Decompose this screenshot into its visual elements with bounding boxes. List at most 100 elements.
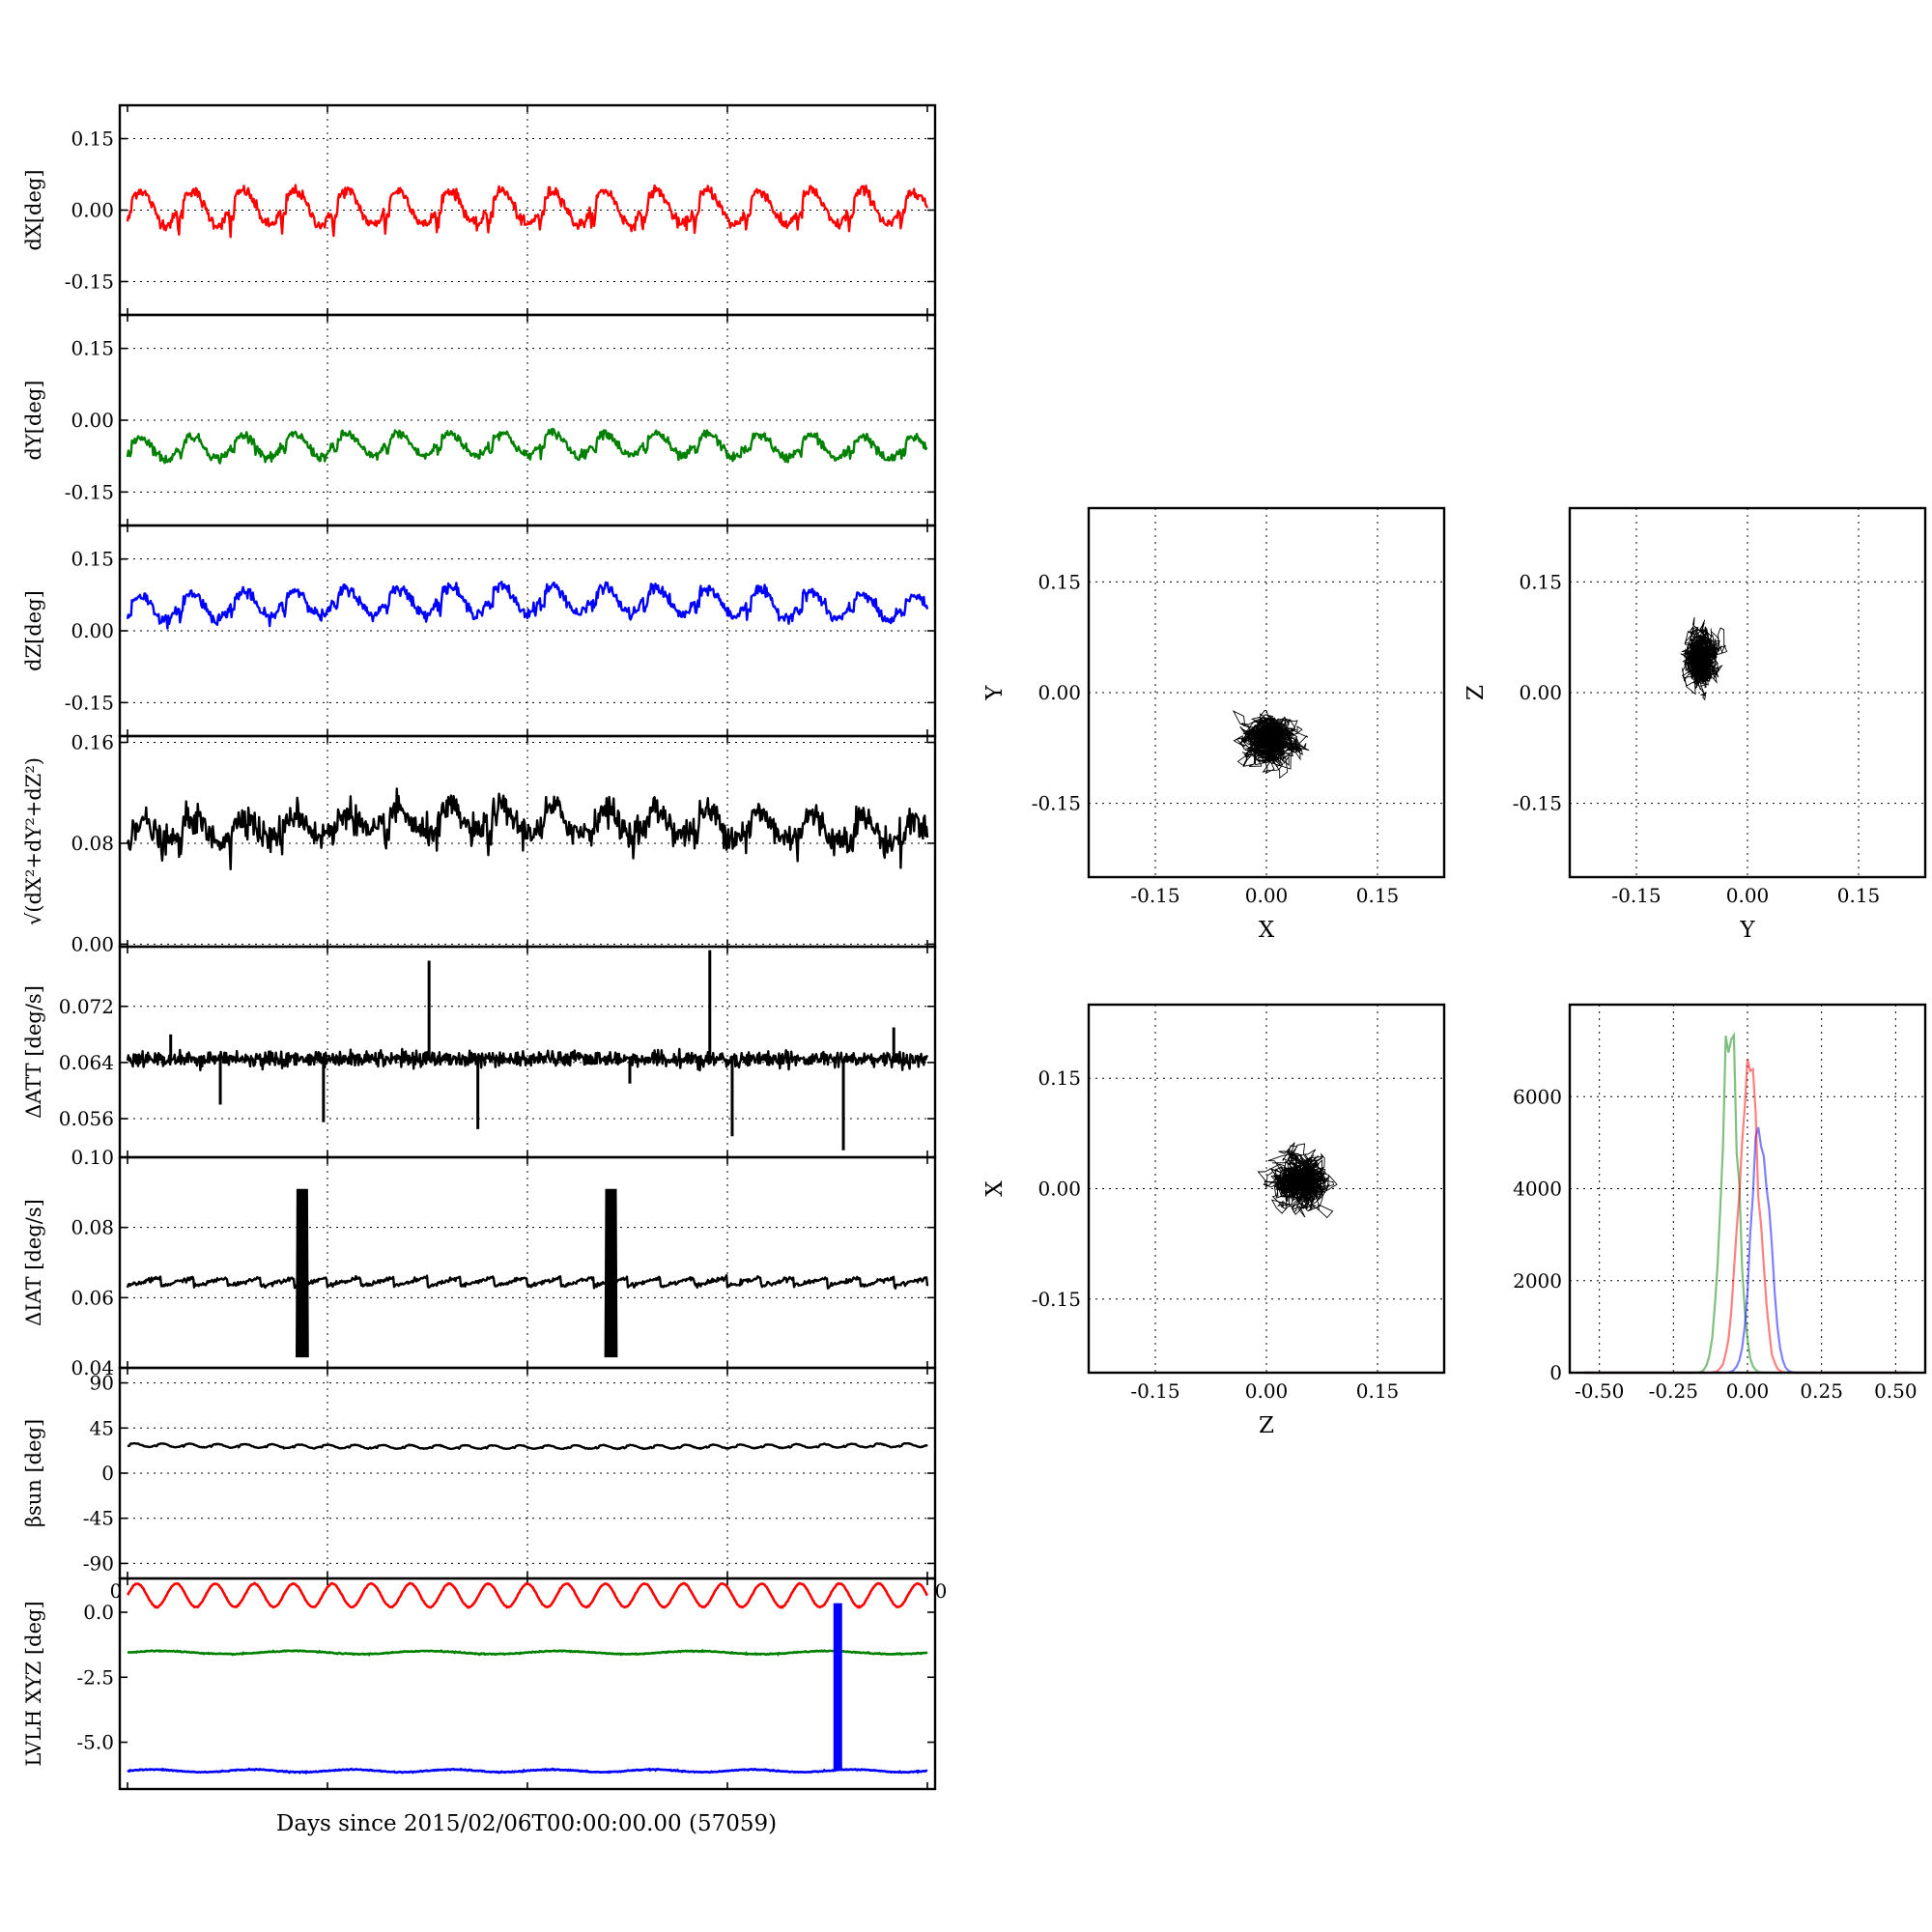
y-axis-label: LVLH XYZ [deg] [22, 1601, 45, 1766]
y-axis-label: √(dX²+dY²+dZ²) [22, 757, 45, 925]
xtick-label: 0.00 [1726, 1379, 1770, 1403]
panel-hist: -0.50 -0.25 0.00 0.25 0.50 6000 4000 2000 0 [1513, 1003, 1927, 1403]
panel-frame [1568, 506, 1927, 879]
panel-frame [1568, 1003, 1927, 1375]
series-line-blue [127, 1767, 928, 1776]
ytick-label: -0.15 [1032, 792, 1081, 815]
y-axis-label: dY[deg] [22, 380, 45, 460]
x-axis-label: Days since 2015/02/06T00:00:00.00 (57059… [276, 1811, 777, 1836]
series-line-dz [126, 581, 929, 630]
ytick-label: 0.00 [71, 199, 114, 222]
xtick-label: 0.00 [1726, 884, 1770, 907]
ytick-label: -0.15 [65, 270, 114, 293]
panel-frame [1087, 1003, 1446, 1375]
y-axis-label: Y [982, 685, 1008, 701]
ytick-label: 0.15 [1037, 570, 1081, 593]
ytick-label: -0.15 [1513, 792, 1562, 815]
burst-line [604, 1188, 618, 1358]
panel-dr: 0.16 0.08 0.00 √(dX²+dY²+dZ²) [22, 731, 937, 955]
xtick-label: -0.15 [1130, 884, 1179, 907]
ytick-label: -0.15 [65, 691, 114, 714]
ytick-label: 6000 [1513, 1085, 1562, 1108]
ytick-label: 2000 [1513, 1269, 1562, 1293]
ytick-label: 0.072 [59, 995, 114, 1018]
xtick-label: 0 [935, 1579, 948, 1603]
y-axis-label: dZ[deg] [22, 590, 45, 671]
xtick-label: 0.15 [1356, 884, 1400, 907]
ytick-label: 0.00 [1519, 681, 1562, 704]
panel-frame [118, 734, 937, 949]
ytick-label: 45 [90, 1416, 114, 1439]
panel-yz: -0.15 0.00 0.15 0.15 0.00 -0.15 Y Z [1463, 506, 1927, 943]
y-axis-label: Z [1463, 685, 1489, 700]
scatter-trace [1680, 617, 1728, 701]
series-line-datt [126, 1047, 929, 1072]
ytick-label: 0.15 [71, 548, 114, 571]
burst-line [296, 1188, 309, 1358]
ytick-label: 4000 [1513, 1178, 1562, 1201]
scatter-trace [1257, 1142, 1338, 1219]
y-axis-label: ΔATT [deg/s] [22, 985, 45, 1119]
ytick-label: 0.15 [71, 128, 114, 151]
ytick-label: -90 [83, 1551, 114, 1575]
ytick-label: 0 [101, 1462, 114, 1485]
ytick-label: -45 [83, 1507, 114, 1530]
series-line-diat [126, 1274, 929, 1290]
panel-zx: -0.15 0.00 0.15 0.15 0.00 -0.15 Z X [982, 1003, 1446, 1438]
ytick-label: 0.15 [1519, 570, 1562, 593]
x-axis-label: X [1259, 918, 1275, 943]
ytick-label: 0.00 [71, 619, 114, 642]
ytick-label: -0.15 [65, 480, 114, 503]
ytick-label: 0 [1549, 1361, 1562, 1384]
y-axis-label: dX[deg] [22, 169, 45, 250]
ytick-label: 0.15 [1037, 1066, 1081, 1090]
panel-frame [118, 1155, 937, 1370]
ytick-label: 0.00 [71, 409, 114, 432]
xtick-label: -0.15 [1611, 884, 1661, 907]
ytick-label: 0.00 [1037, 681, 1081, 704]
ytick-label: 0.0 [83, 1601, 114, 1624]
panel-dz: 0.15 0.00 -0.15 dZ[deg] [22, 524, 937, 738]
series-line-beta [127, 1441, 928, 1451]
panels: 0.150.00-0.15dX[deg]0.150.00-0.15dY[deg]… [22, 103, 1927, 1791]
xtick-label: -0.50 [1575, 1379, 1624, 1403]
ytick-label: 0.15 [71, 337, 114, 360]
xtick-label: 0.15 [1356, 1379, 1400, 1403]
ytick-label: 0.04 [71, 1356, 114, 1379]
ytick-label: 0.06 [71, 1286, 114, 1309]
panel-datt: 0.072 0.064 0.056 ΔATT [deg/s] [22, 945, 937, 1159]
scatter-trace [1232, 709, 1310, 780]
panel-frame [118, 1577, 937, 1791]
ytick-label: -5.0 [76, 1731, 114, 1754]
ytick-label: 0.10 [71, 1146, 114, 1169]
xtick-label: 0.15 [1837, 884, 1881, 907]
ytick-label: 0.16 [71, 731, 114, 754]
ytick-label: -0.15 [1032, 1288, 1081, 1311]
xtick-label: 0.00 [1245, 884, 1289, 907]
ytick-label: 0.064 [59, 1051, 114, 1074]
panel-xy: -0.15 0.00 0.15 0.15 0.00 -0.15 X Y [982, 506, 1446, 943]
panel-diat: 0.10 0.08 0.06 0.04 ΔIAT [deg/s] [22, 1146, 937, 1379]
panel-frame [1087, 506, 1446, 879]
panel-frame [118, 945, 937, 1159]
panel-dy: 0.15 0.00 -0.15 dY[deg] [22, 313, 937, 527]
panel-dx: 0.15 0.00 -0.15 dX[deg] [22, 103, 937, 317]
ytick-label: 0.056 [59, 1107, 114, 1130]
ytick-label: 0.08 [71, 832, 114, 855]
xtick-label: 0.00 [1245, 1379, 1289, 1403]
y-axis-label: βsun [deg] [22, 1419, 45, 1527]
xtick-label: 0.25 [1800, 1379, 1843, 1403]
ytick-label: 0.00 [1037, 1178, 1081, 1201]
series-line-dr [126, 787, 929, 870]
ytick-label: 0.08 [71, 1216, 114, 1239]
xtick-label: 0.50 [1874, 1379, 1918, 1403]
ytick-label: -2.5 [76, 1665, 114, 1689]
ytick-label: 0.00 [71, 932, 114, 955]
series-line-dy [126, 427, 928, 465]
series-line-red [126, 1581, 929, 1609]
series-line-green [127, 1648, 928, 1657]
x-axis-label: Z [1259, 1413, 1274, 1438]
y-axis-label: ΔIAT [deg/s] [22, 1199, 45, 1326]
